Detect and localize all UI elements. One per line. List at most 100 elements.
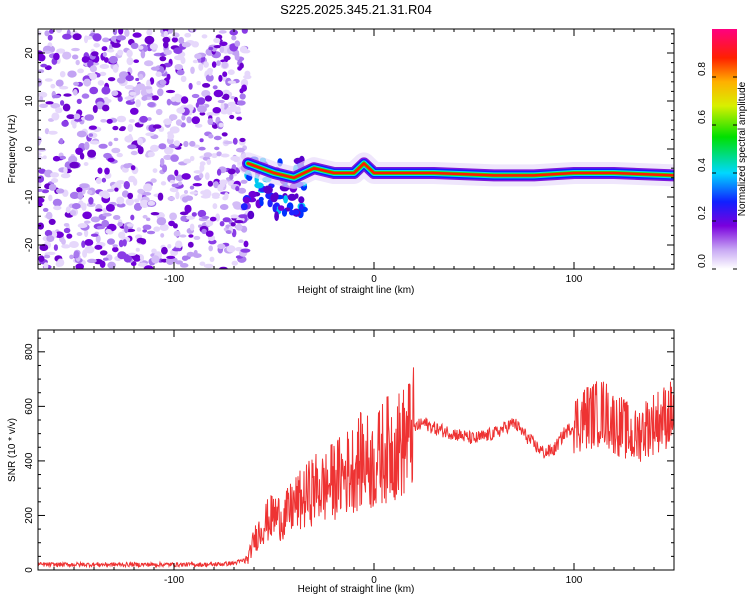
noise-speckle [116, 77, 126, 84]
noise-speckle [71, 47, 80, 52]
noise-speckle [181, 173, 191, 180]
noise-speckle [103, 152, 112, 159]
noise-speckle [91, 51, 99, 57]
noise-speckle [186, 251, 195, 257]
noise-speckle [220, 153, 230, 158]
noise-speckle [38, 137, 42, 146]
noise-speckle [89, 72, 97, 81]
noise-speckle [46, 235, 55, 243]
noise-speckle [124, 225, 129, 234]
signal-blob [240, 203, 248, 211]
noise-speckle [113, 215, 121, 220]
noise-speckle [169, 114, 178, 121]
noise-speckle [124, 135, 134, 143]
noise-speckle [87, 189, 93, 195]
noise-speckle [193, 170, 203, 174]
noise-speckle [59, 71, 66, 78]
noise-speckle [112, 125, 119, 131]
noise-speckle [160, 181, 167, 186]
noise-speckle [189, 140, 196, 147]
signal-blob [294, 193, 299, 199]
noise-speckle [99, 250, 108, 256]
noise-speckle [159, 56, 167, 62]
noise-speckle [94, 244, 103, 250]
noise-speckle [181, 42, 191, 48]
noise-speckle [59, 155, 66, 160]
noise-speckle [111, 147, 121, 154]
spec-ytick-label: -10 [24, 189, 35, 204]
noise-speckle [175, 119, 183, 126]
noise-speckle [38, 182, 42, 188]
noise-speckle [219, 179, 228, 185]
noise-speckle [163, 30, 168, 38]
noise-speckle [142, 214, 148, 219]
noise-speckle [137, 193, 143, 201]
noise-speckle [135, 99, 141, 108]
noise-speckle [81, 202, 87, 211]
noise-speckle [222, 217, 231, 223]
noise-speckle [45, 101, 54, 105]
noise-speckle [47, 34, 53, 41]
noise-speckle [84, 141, 90, 150]
noise-speckle [166, 98, 172, 106]
noise-speckle [205, 74, 214, 82]
noise-speckle [230, 96, 236, 100]
noise-speckle [61, 120, 69, 127]
noise-speckle [48, 194, 53, 202]
noise-speckle [221, 61, 228, 69]
noise-speckle [199, 161, 206, 166]
noise-speckle [76, 232, 83, 236]
noise-speckle [172, 247, 182, 252]
noise-speckle [103, 57, 109, 63]
noise-speckle [99, 260, 106, 268]
noise-speckle [103, 191, 110, 199]
noise-speckle [230, 222, 236, 227]
noise-speckle [117, 49, 124, 56]
noise-speckle [163, 49, 172, 56]
noise-speckle [200, 190, 208, 195]
noise-speckle [84, 239, 94, 246]
noise-speckle [207, 118, 214, 126]
noise-speckle [168, 220, 176, 227]
noise-speckle [53, 244, 59, 251]
snr-panel: -100 0 100 0 200 400 600 800 Height of straight… [7, 329, 675, 595]
spec-xtick-label: 100 [566, 274, 583, 285]
noise-speckle [38, 152, 42, 156]
noise-speckle [216, 60, 221, 66]
noise-speckle [212, 85, 218, 90]
spectrogram-xlabel: Height of straight line (km) [298, 285, 415, 296]
noise-speckle [90, 216, 101, 223]
noise-speckle [102, 51, 107, 57]
noise-speckle [212, 107, 221, 114]
noise-speckle [48, 183, 57, 191]
noise-speckle [162, 164, 168, 173]
noise-speckle [187, 241, 194, 248]
noise-speckle [231, 35, 237, 41]
noise-speckle [237, 66, 243, 71]
noise-speckle [208, 133, 214, 139]
noise-speckle [100, 119, 107, 123]
noise-speckle [143, 183, 153, 192]
signal-blob [242, 196, 251, 204]
noise-speckle [63, 227, 71, 234]
noise-speckle [219, 41, 228, 47]
noise-speckle [88, 133, 94, 137]
snr-xtick-label: 100 [566, 575, 583, 586]
noise-speckle [38, 155, 44, 161]
noise-speckle [60, 173, 71, 179]
noise-speckle [222, 89, 230, 94]
noise-speckle [140, 199, 150, 208]
noise-speckle [65, 206, 71, 214]
noise-speckle [197, 105, 207, 113]
noise-speckle [66, 114, 76, 120]
noise-speckle [218, 122, 224, 128]
noise-speckle [184, 195, 194, 201]
noise-speckle [203, 61, 209, 68]
noise-speckle [38, 255, 45, 262]
noise-speckle [238, 214, 248, 219]
noise-speckle [172, 32, 180, 38]
noise-speckle [62, 103, 71, 112]
noise-speckle [169, 187, 179, 193]
noise-speckle [142, 229, 148, 233]
